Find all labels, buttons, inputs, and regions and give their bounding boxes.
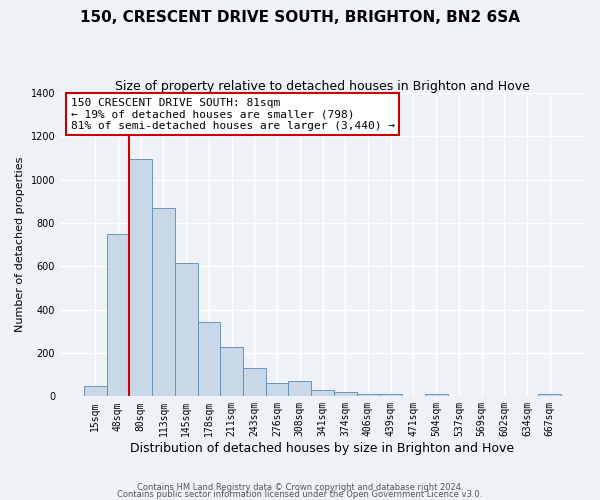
Bar [334,392,356,396]
Bar [538,394,561,396]
Bar [130,159,152,396]
Bar [197,322,220,396]
Y-axis label: Number of detached properties: Number of detached properties [15,157,25,332]
Bar [311,390,334,396]
Bar [266,382,289,396]
Bar [379,394,402,396]
Text: 150 CRESCENT DRIVE SOUTH: 81sqm
← 19% of detached houses are smaller (798)
81% o: 150 CRESCENT DRIVE SOUTH: 81sqm ← 19% of… [71,98,395,130]
Text: 150, CRESCENT DRIVE SOUTH, BRIGHTON, BN2 6SA: 150, CRESCENT DRIVE SOUTH, BRIGHTON, BN2… [80,10,520,25]
Bar [107,234,130,396]
Title: Size of property relative to detached houses in Brighton and Hove: Size of property relative to detached ho… [115,80,530,93]
Text: Contains public sector information licensed under the Open Government Licence v3: Contains public sector information licen… [118,490,482,499]
Text: Contains HM Land Registry data © Crown copyright and database right 2024.: Contains HM Land Registry data © Crown c… [137,484,463,492]
Bar [84,386,107,396]
Bar [175,263,197,396]
Bar [289,380,311,396]
X-axis label: Distribution of detached houses by size in Brighton and Hove: Distribution of detached houses by size … [130,442,515,455]
Bar [356,394,379,396]
Bar [152,208,175,396]
Bar [220,347,243,397]
Bar [243,368,266,396]
Bar [425,394,448,396]
